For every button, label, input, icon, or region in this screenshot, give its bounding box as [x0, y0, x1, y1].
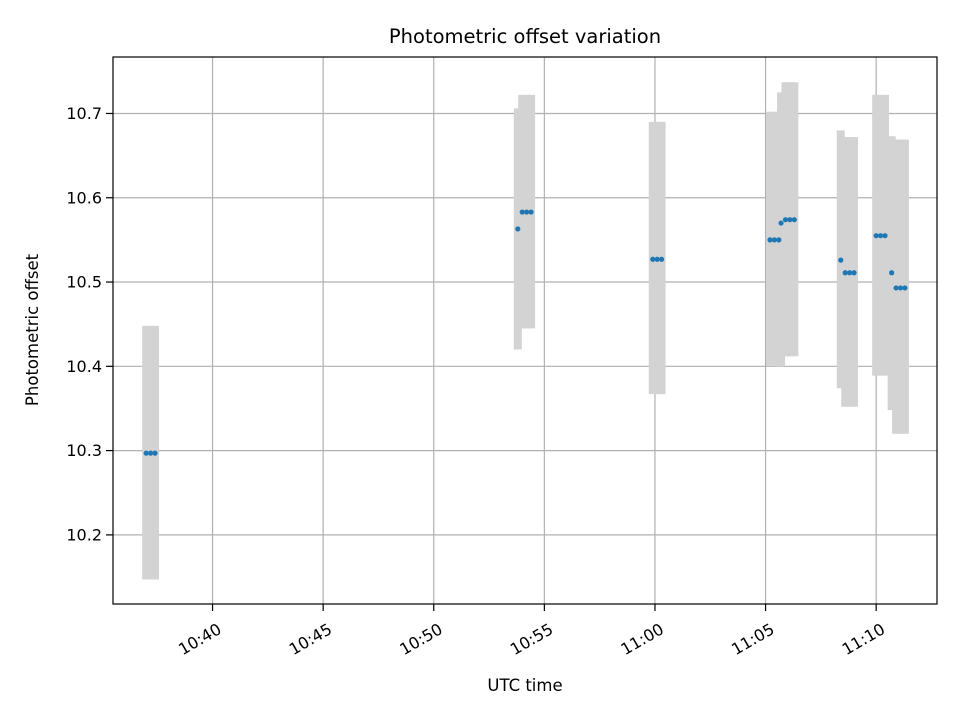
data-point: [902, 285, 908, 291]
data-point: [873, 233, 879, 239]
data-point: [889, 270, 895, 276]
plot-frame: [112, 56, 938, 605]
data-point: [838, 257, 844, 263]
data-point: [787, 217, 793, 223]
data-point: [152, 450, 158, 456]
y-tick-label: 10.3: [66, 441, 102, 460]
data-point: [528, 209, 534, 215]
data-point: [877, 233, 884, 239]
data-point: [893, 285, 899, 291]
data-points: [143, 209, 908, 456]
chart-title: Photometric offset variation: [389, 25, 661, 48]
y-axis-ticks: 10.2 10.3 10.4 10.5 10.6 10.7: [66, 104, 113, 544]
x-axis-label: UTC time: [487, 676, 562, 695]
y-tick-label: 10.5: [66, 273, 102, 292]
data-point: [842, 270, 848, 276]
y-tick-label: 10.2: [66, 525, 102, 544]
data-point: [524, 209, 530, 215]
data-point: [851, 270, 857, 276]
data-point: [148, 450, 154, 456]
data-point: [782, 217, 789, 223]
data-point: [776, 237, 782, 243]
y-tick-label: 10.4: [66, 357, 102, 376]
data-point: [897, 285, 904, 291]
y-axis-label: Photometric offset: [23, 253, 42, 406]
y-tick-label: 10.7: [66, 104, 102, 123]
data-point: [658, 256, 665, 262]
data-point: [143, 450, 149, 456]
data-point: [778, 220, 784, 226]
data-point: [767, 237, 773, 243]
data-point: [654, 256, 660, 262]
data-point: [847, 270, 853, 276]
y-tick-label: 10.6: [66, 188, 102, 207]
data-point: [519, 209, 525, 215]
data-point: [650, 256, 656, 262]
data-point: [791, 217, 797, 223]
data-point: [882, 233, 888, 239]
data-point: [515, 226, 521, 232]
data-point: [771, 237, 778, 243]
